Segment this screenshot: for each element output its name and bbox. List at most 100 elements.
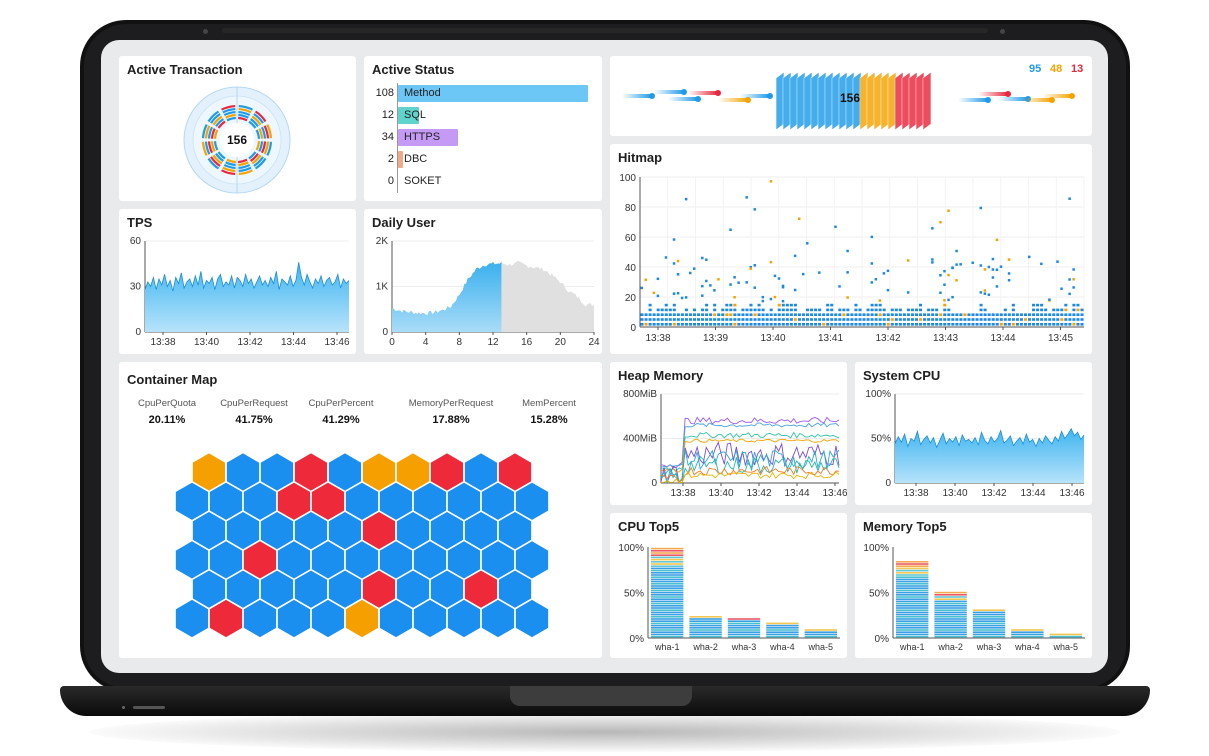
status-label: DBC bbox=[404, 153, 428, 165]
hit-point bbox=[753, 323, 757, 326]
bar-stripe bbox=[934, 633, 967, 636]
bar-stripe bbox=[689, 622, 722, 625]
active-transaction-card[interactable]: Active Transaction 156 bbox=[119, 56, 356, 201]
hit-point bbox=[931, 318, 935, 321]
hit-point bbox=[725, 308, 729, 312]
hit-point bbox=[697, 323, 701, 326]
hit-point bbox=[906, 323, 910, 326]
bar-stripe bbox=[1011, 631, 1044, 633]
transaction-arc bbox=[238, 158, 248, 164]
bar-stripe bbox=[896, 607, 929, 609]
hit-point bbox=[987, 313, 991, 316]
container-hex[interactable] bbox=[514, 598, 550, 639]
bar-stripe bbox=[766, 624, 799, 627]
hit-point bbox=[1019, 313, 1023, 316]
hit-point bbox=[810, 308, 814, 312]
hit-point bbox=[890, 308, 894, 312]
top5-bar[interactable] bbox=[804, 629, 837, 638]
memory-top5-card[interactable]: Memory Top5 0% 50% 100% wha-1 wha-2 wha-3 wha-… bbox=[855, 513, 1092, 658]
hit-point bbox=[680, 318, 684, 321]
hit-point bbox=[1036, 303, 1040, 307]
status-label: SOKET bbox=[404, 175, 442, 187]
bar-stripe bbox=[651, 572, 684, 574]
hit-point bbox=[713, 289, 716, 292]
y-tick-label: 100% bbox=[863, 543, 889, 554]
active-status-row[interactable]: 34 HTTPS bbox=[364, 127, 594, 149]
hit-point bbox=[923, 318, 927, 321]
bar-stripe bbox=[972, 609, 1006, 611]
hit-point bbox=[729, 228, 732, 232]
active-status-row[interactable]: 0 SOKET bbox=[364, 171, 594, 193]
hit-point bbox=[640, 313, 644, 316]
active-status-card[interactable]: Active Status 108 Method 12 SQL 34 HTTPS 2 DBC 0… bbox=[364, 56, 602, 201]
hit-point bbox=[943, 313, 947, 316]
top5-bar[interactable] bbox=[1049, 633, 1082, 638]
top5-bar[interactable] bbox=[896, 561, 929, 638]
hit-point bbox=[1036, 323, 1040, 326]
heap-memory-card[interactable]: Heap Memory 0 400MiB 800MiB 13:38 13:40 13:42… bbox=[610, 362, 847, 505]
top5-bar[interactable] bbox=[934, 591, 967, 638]
hit-point bbox=[935, 318, 939, 321]
tps-chart: 0 30 60 13:38 13:40 13:42 13:44 13:46 bbox=[130, 236, 350, 348]
top5-bar[interactable] bbox=[1011, 629, 1044, 638]
transaction-arc bbox=[258, 128, 264, 139]
hit-point bbox=[878, 318, 882, 321]
top5-bar[interactable] bbox=[651, 547, 684, 638]
active-status-row[interactable]: 2 DBC bbox=[364, 149, 594, 171]
transaction-arc bbox=[251, 154, 262, 165]
active-status-row[interactable]: 12 SQL bbox=[364, 105, 594, 127]
speed-trail bbox=[740, 94, 770, 98]
x-tick-label: 13:38 bbox=[670, 488, 695, 499]
top5-bar[interactable] bbox=[689, 616, 722, 638]
hit-point bbox=[1068, 292, 1071, 296]
metric-name: CpuPerPercent bbox=[308, 398, 374, 409]
hit-point bbox=[1060, 308, 1064, 312]
hitmap-card[interactable]: Hitmap 0 20 40 60 80 100 13:38 13:39 13:40 13:41 1… bbox=[610, 144, 1092, 354]
hit-point bbox=[757, 308, 761, 312]
hit-point bbox=[745, 323, 749, 326]
container-metric: CpuPerPercent 41.29% bbox=[286, 398, 396, 426]
top5-bar[interactable] bbox=[727, 618, 761, 638]
hit-point bbox=[914, 308, 919, 312]
hit-point bbox=[1023, 313, 1027, 316]
hit-point bbox=[1032, 323, 1036, 326]
hit-point bbox=[1044, 318, 1048, 321]
hit-point bbox=[785, 318, 789, 321]
top5-bar[interactable] bbox=[972, 609, 1006, 638]
hit-point bbox=[769, 260, 773, 264]
hit-point bbox=[729, 308, 733, 312]
system-cpu-card[interactable]: System CPU 0 50% 100% 13:38 13:40 13:42 13:44 1… bbox=[855, 362, 1092, 505]
bar-stripe bbox=[934, 629, 967, 631]
top5-bar[interactable] bbox=[766, 622, 799, 638]
metric-value: 20.11% bbox=[148, 414, 186, 426]
x-tick-label: 13:44 bbox=[990, 333, 1015, 344]
hit-point bbox=[866, 313, 870, 316]
hit-point bbox=[789, 313, 793, 316]
hit-point bbox=[906, 313, 910, 316]
hit-point bbox=[1023, 318, 1027, 321]
hit-point bbox=[991, 323, 995, 326]
hit-point bbox=[749, 303, 753, 307]
cpu-top5-card[interactable]: CPU Top5 0% 50% 100% wha-1 wha-2 wha-3 wha-4 wh… bbox=[610, 513, 847, 658]
hit-point bbox=[818, 271, 821, 274]
hit-point bbox=[838, 323, 842, 326]
bar-stripe bbox=[972, 616, 1006, 618]
tps-card[interactable]: TPS 0 30 60 13:38 13:40 13:42 13:44 13:46 bbox=[119, 209, 356, 354]
bar-stripe bbox=[651, 569, 684, 572]
hit-point bbox=[979, 206, 983, 210]
hit-point bbox=[1060, 323, 1064, 326]
transaction-speed-card[interactable]: 95 48 13 156 bbox=[610, 56, 1092, 136]
transaction-arc bbox=[260, 141, 267, 154]
container-map-card[interactable]: Container Map CpuPerQuota 20.11% CpuPerReq… bbox=[119, 362, 602, 658]
hit-point bbox=[854, 313, 858, 316]
hit-point bbox=[741, 313, 745, 316]
heap-series-line bbox=[660, 416, 840, 469]
active-status-row[interactable]: 108 Method bbox=[364, 83, 594, 105]
hit-point bbox=[652, 291, 656, 295]
daily-user-card[interactable]: Daily User 0 1K 2K 0 4 8 12 16 20 24 bbox=[364, 209, 602, 354]
hit-point bbox=[1052, 308, 1056, 312]
bar-stripe bbox=[896, 600, 929, 603]
bar-stripe bbox=[934, 616, 967, 618]
hit-point bbox=[910, 318, 914, 321]
hit-point bbox=[1080, 313, 1084, 316]
